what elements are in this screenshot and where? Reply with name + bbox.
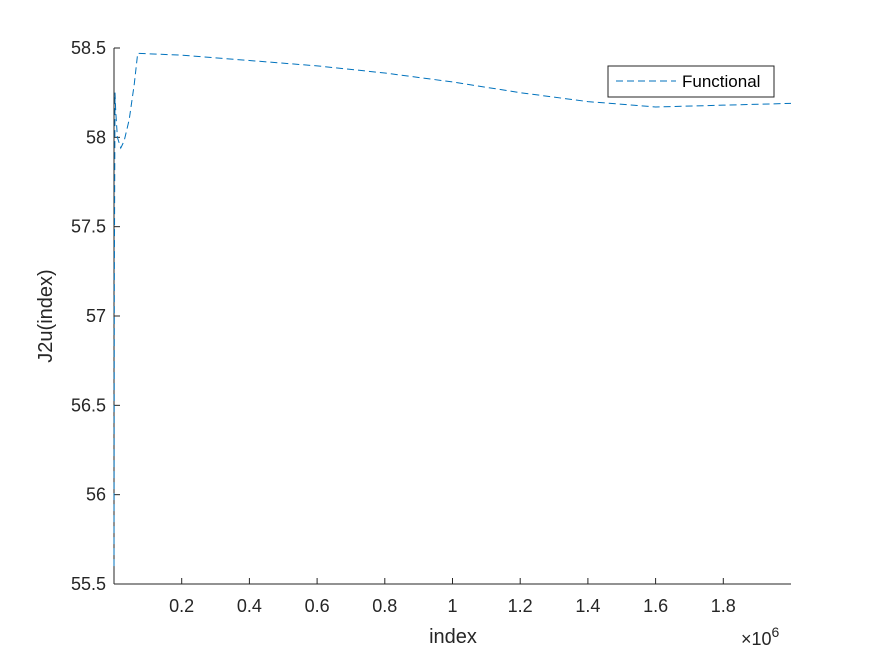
- tick-labels: 0.2 0.4 0.6 0.8 1 1.2 1.4 1.6 1.8 55.5 56 56.5 57 57.…: [71, 38, 736, 616]
- y-tick-label: 57.5: [71, 217, 106, 237]
- x-tick-label: 1: [447, 596, 457, 616]
- x-tick-label: 1.8: [711, 596, 736, 616]
- y-tick-label: 56: [86, 485, 106, 505]
- legend-box: [607, 65, 775, 98]
- y-axis-label: J2u(index): [35, 269, 57, 362]
- y-tick-label: 55.5: [71, 574, 106, 594]
- svg-text:×106: ×106: [741, 624, 780, 649]
- legend: Functional: [607, 65, 775, 98]
- x-tick-label: 0.6: [305, 596, 330, 616]
- x-exponent-power: 6: [772, 624, 780, 640]
- x-tick-label: 1.6: [643, 596, 668, 616]
- x-axis-label: index: [429, 626, 477, 648]
- legend-label-functional: Functional: [682, 72, 760, 91]
- y-tick-label: 56.5: [71, 395, 106, 415]
- x-tick-label: 1.4: [575, 596, 600, 616]
- x-tick-label: 0.2: [169, 596, 194, 616]
- x-exponent-base: ×10: [741, 629, 772, 649]
- x-tick-label: 0.8: [372, 596, 397, 616]
- x-tick-label: 0.4: [237, 596, 262, 616]
- x-tick-label: 1.2: [508, 596, 533, 616]
- y-tick-label: 58.5: [71, 38, 106, 58]
- y-tick-label: 57: [86, 306, 106, 326]
- series-line-functional: [113, 52, 792, 567]
- series-layer: [113, 52, 792, 567]
- x-axis-exponent: ×106: [741, 624, 780, 649]
- y-tick-label: 58: [86, 127, 106, 147]
